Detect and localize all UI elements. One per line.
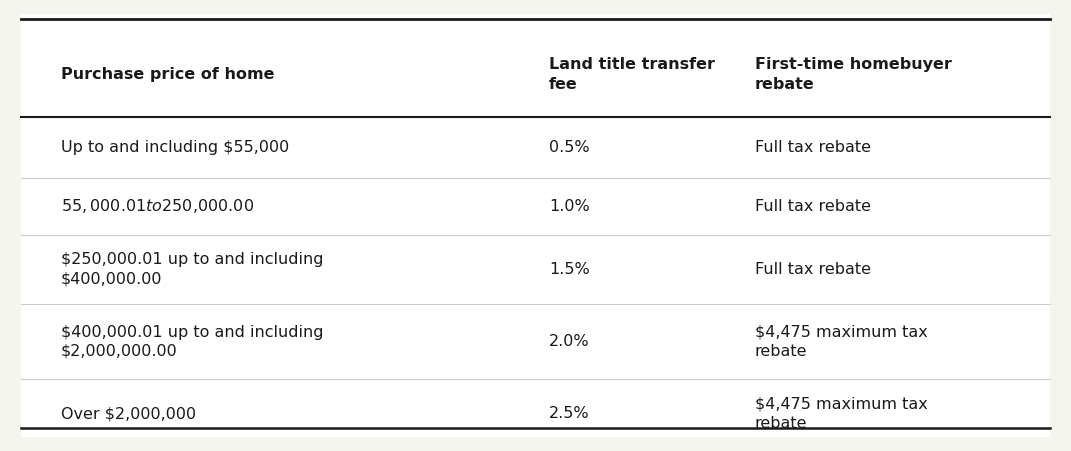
Text: 0.5%: 0.5% <box>549 140 590 155</box>
Text: 2.5%: 2.5% <box>549 406 590 421</box>
Text: First-time homebuyer
rebate: First-time homebuyer rebate <box>755 57 952 92</box>
Text: 1.5%: 1.5% <box>549 262 590 277</box>
Text: $400,000.01 up to and including
$2,000,000.00: $400,000.01 up to and including $2,000,0… <box>61 325 323 359</box>
Text: Full tax rebate: Full tax rebate <box>755 262 871 277</box>
Text: Full tax rebate: Full tax rebate <box>755 140 871 155</box>
Text: $55,000.01 to $250,000.00: $55,000.01 to $250,000.00 <box>61 198 254 215</box>
Text: $4,475 maximum tax
rebate: $4,475 maximum tax rebate <box>755 325 927 359</box>
Text: $250,000.01 up to and including
$400,000.00: $250,000.01 up to and including $400,000… <box>61 253 323 286</box>
Text: Land title transfer
fee: Land title transfer fee <box>549 57 715 92</box>
Text: 2.0%: 2.0% <box>549 334 590 349</box>
Text: Up to and including $55,000: Up to and including $55,000 <box>61 140 289 155</box>
Text: Full tax rebate: Full tax rebate <box>755 199 871 214</box>
Text: 1.0%: 1.0% <box>549 199 590 214</box>
FancyBboxPatch shape <box>21 14 1050 437</box>
Text: Over $2,000,000: Over $2,000,000 <box>61 406 196 421</box>
Text: $4,475 maximum tax
rebate: $4,475 maximum tax rebate <box>755 397 927 431</box>
Text: Purchase price of home: Purchase price of home <box>61 67 274 82</box>
